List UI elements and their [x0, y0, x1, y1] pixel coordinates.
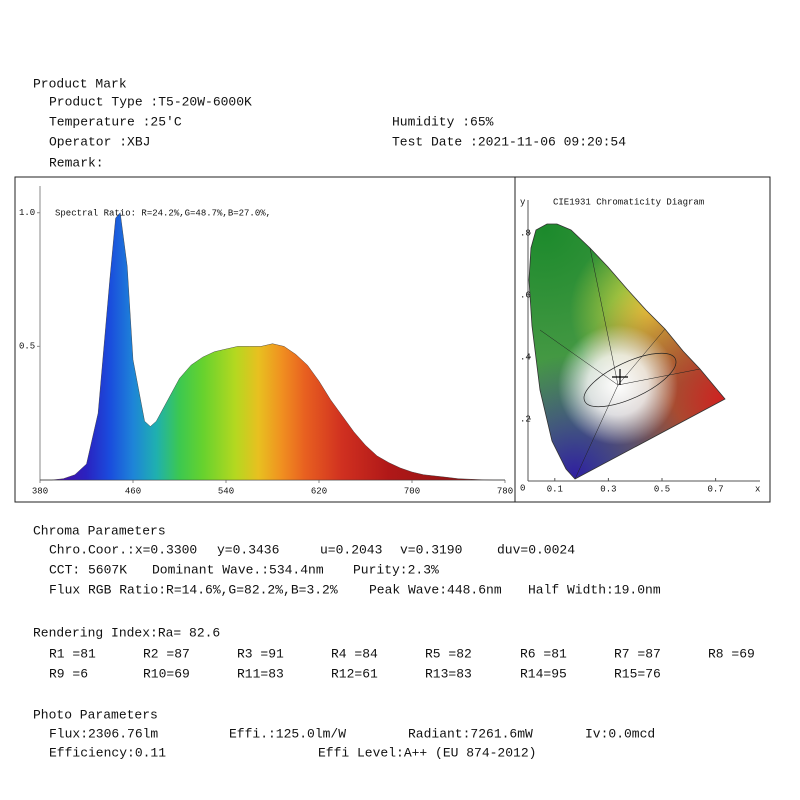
ri-value: R7 =87: [614, 646, 661, 661]
ri-value: R1 =81: [49, 646, 96, 661]
spectrum-area: [40, 212, 505, 481]
x-tick-label: 460: [125, 486, 141, 496]
chroma-param: CCT: 5607K: [49, 562, 127, 577]
ri-value: R12=61: [331, 666, 378, 681]
section-title: Photo Parameters: [33, 707, 158, 722]
ri-value: R14=95: [520, 666, 567, 681]
photo-param: Effi.:125.0lm/W: [229, 726, 346, 741]
section-title: Chroma Parameters: [33, 523, 166, 538]
chromaticity-point: [612, 369, 628, 385]
chroma-param: Peak Wave:448.6nm: [369, 582, 502, 597]
ri-value: R8 =69: [708, 646, 755, 661]
field: Product Type :T5-20W-6000K: [49, 94, 252, 109]
cie-y-tick-label: .4: [520, 352, 531, 362]
x-tick-label: 620: [311, 486, 327, 496]
cie-y-tick-label: .8: [520, 228, 531, 238]
photo-param: Radiant:7261.6mW: [408, 726, 533, 741]
cie-x-tick-label: 0.5: [654, 484, 670, 494]
section-title: Rendering Index:Ra= 82.6: [33, 625, 220, 640]
chart-frame: [14, 176, 771, 503]
chroma-param: y=0.3436: [217, 542, 279, 557]
spectral-locus: [528, 223, 726, 480]
ri-value: R4 =84: [331, 646, 378, 661]
chroma-param: Flux RGB Ratio:R=14.6%,G=82.2%,B=3.2%: [49, 582, 338, 597]
x-tick-label: 540: [218, 486, 234, 496]
chroma-param: Dominant Wave.:534.4nm: [152, 562, 324, 577]
x-tick-label: 700: [404, 486, 420, 496]
cie-y-tick-label: .6: [520, 290, 531, 300]
field: Humidity :65%: [392, 114, 494, 129]
field: Temperature :25'C: [49, 114, 182, 129]
chroma-param: Purity:2.3%: [353, 562, 439, 577]
ri-value: R15=76: [614, 666, 661, 681]
y-tick-label: 0.5: [19, 342, 35, 352]
cie-x-tick-label: 0.7: [707, 484, 723, 494]
cie-x-tick-label: 0.1: [547, 484, 563, 494]
photo-param: Iv:0.0mcd: [585, 726, 655, 741]
photo-param: Efficiency:0.11: [49, 745, 166, 760]
field: Test Date :2021-11-06 09:20:54: [392, 134, 626, 149]
section-title: Product Mark: [33, 76, 127, 91]
ri-value: R9 =6: [49, 666, 88, 681]
cie-y-tick-label: .2: [520, 414, 531, 424]
x-tick-label: 380: [32, 486, 48, 496]
cie-x-tick-label: 0.3: [600, 484, 616, 494]
ri-value: R6 =81: [520, 646, 567, 661]
ri-value: R11=83: [237, 666, 284, 681]
chroma-param: Half Width:19.0nm: [528, 582, 661, 597]
cie-x-label: x: [755, 484, 760, 494]
x-tick-label: 780: [497, 486, 513, 496]
chroma-param: u=0.2043: [320, 542, 382, 557]
chroma-param: duv=0.0024: [497, 542, 575, 557]
chroma-param: v=0.3190: [400, 542, 462, 557]
ri-value: R2 =87: [143, 646, 190, 661]
field: Remark:: [49, 155, 104, 170]
ri-value: R10=69: [143, 666, 190, 681]
y-tick-label: 1.0: [19, 208, 35, 218]
chroma-param: Chro.Coor.:x=0.3300: [49, 542, 197, 557]
cie-title: CIE1931 Chromaticity Diagram: [553, 197, 704, 207]
ri-value: R3 =91: [237, 646, 284, 661]
field: Operator :XBJ: [49, 134, 150, 149]
ri-value: R5 =82: [425, 646, 472, 661]
ri-value: R13=83: [425, 666, 472, 681]
cie-y-label: y: [520, 197, 526, 207]
cie-y-tick-label: 0: [520, 483, 525, 493]
cie-diagram: [529, 224, 725, 479]
photo-param: Flux:2306.76lm: [49, 726, 158, 741]
photo-param: Effi Level:A++ (EU 874-2012): [318, 745, 536, 760]
spectral-ratio: Spectral Ratio: R=24.2%,G=48.7%,B=27.0%,: [55, 208, 271, 218]
